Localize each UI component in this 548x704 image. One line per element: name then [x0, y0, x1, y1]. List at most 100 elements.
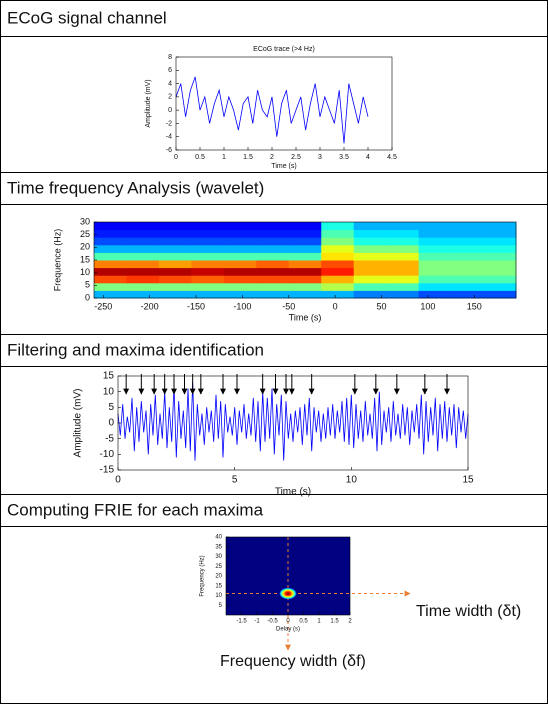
heatmap-cell — [483, 282, 517, 291]
heatmap-cell — [353, 267, 387, 276]
heatmap-cell — [288, 237, 322, 246]
heatmap-cell — [386, 260, 420, 269]
x-tick-label: 10 — [346, 475, 358, 486]
x-tick-label: -0.5 — [267, 619, 278, 625]
y-tick-label: -15 — [100, 465, 115, 476]
y-tick-label: 0 — [85, 292, 90, 302]
y-tick-label: -2 — [166, 120, 172, 127]
heatmap-cell — [418, 275, 452, 284]
heatmap-cell — [451, 222, 485, 231]
x-tick-label: 3 — [318, 154, 322, 161]
heatmap-cell — [288, 290, 322, 299]
heatmap-cell — [451, 252, 485, 261]
y-tick-label: 5 — [219, 603, 223, 609]
heatmap-cell — [223, 237, 257, 246]
heatmap-cell — [288, 267, 322, 276]
heatmap-cell — [353, 229, 387, 238]
y-tick-label: -10 — [100, 449, 115, 460]
x-tick-label: 0.5 — [195, 154, 205, 161]
heatmap-cell — [256, 260, 290, 269]
x-tick-label: 1.5 — [330, 619, 339, 625]
y-tick-label: 20 — [215, 574, 222, 580]
heatmap-cell — [191, 282, 225, 291]
heatmap-cell — [418, 260, 452, 269]
y-tick-label: -5 — [105, 433, 114, 444]
heatmap-cell — [126, 229, 160, 238]
heatmap-cell — [256, 222, 290, 231]
heatmap-cell — [321, 267, 355, 276]
x-tick-label: 1.5 — [243, 154, 253, 161]
heatmap-cell — [288, 275, 322, 284]
heatmap-cell — [451, 260, 485, 269]
heatmap-cell — [256, 252, 290, 261]
y-axis-label: Frequence (Hz) — [52, 229, 62, 292]
heatmap-cell — [386, 275, 420, 284]
heatmap-cell — [418, 252, 452, 261]
x-axis-label: Time (s) — [275, 487, 311, 498]
x-tick-label: 0 — [333, 301, 338, 311]
heatmap-cell — [223, 275, 257, 284]
heatmap-cell — [353, 252, 387, 261]
heatmap-cell — [191, 252, 225, 261]
x-tick-label: 0 — [174, 154, 178, 161]
y-tick-label: 8 — [168, 54, 172, 61]
heatmap-cell — [256, 244, 290, 253]
y-tick-label: 5 — [85, 280, 90, 290]
y-axis-label: Amplitude (mV) — [145, 79, 152, 127]
heatmap-cell — [256, 267, 290, 276]
y-tick-label: 30 — [80, 216, 90, 226]
x-tick-label: 2 — [270, 154, 274, 161]
heatmap-cell — [386, 244, 420, 253]
heatmap-cell — [223, 267, 257, 276]
heatmap-cell — [126, 244, 160, 253]
heatmap-cell — [126, 237, 160, 246]
heatmap-cell — [386, 290, 420, 299]
heatmap-cell — [483, 222, 517, 231]
y-tick-label: 25 — [80, 229, 90, 239]
heatmap-cell — [256, 290, 290, 299]
heatmap-cell — [483, 237, 517, 246]
y-tick-label: -4 — [166, 134, 172, 141]
heatmap-cell — [126, 282, 160, 291]
x-tick-label: -50 — [282, 301, 295, 311]
heatmap-cell — [288, 244, 322, 253]
heatmap-cell — [353, 290, 387, 299]
heatmap-cell — [158, 267, 192, 276]
heatmap-cell — [483, 229, 517, 238]
x-tick-label: 1 — [317, 619, 321, 625]
heatmap-cell — [158, 260, 192, 269]
y-tick-label: 15 — [103, 371, 115, 382]
y-tick-label: 6 — [168, 67, 172, 74]
heatmap-cell — [158, 282, 192, 291]
heatmap-cell — [451, 267, 485, 276]
heatmap-cell — [288, 229, 322, 238]
section-title: Time frequency Analysis (wavelet) — [7, 178, 264, 197]
y-tick-label: 0 — [108, 418, 114, 429]
heatmap-cell — [321, 222, 355, 231]
heatmap-cell — [223, 260, 257, 269]
section-title: Computing FRIE for each maxima — [7, 500, 264, 519]
dividers — [0, 36, 548, 527]
heatmap-cell — [418, 222, 452, 231]
heatmap-cell — [94, 290, 127, 299]
heatmap-cell — [126, 222, 160, 231]
heatmap-cell — [94, 252, 127, 261]
heatmap-cell — [386, 267, 420, 276]
heatmap-cell — [386, 222, 420, 231]
x-tick-label: 3.5 — [339, 154, 349, 161]
heatmap-cell — [353, 260, 387, 269]
heatmap-cell — [191, 237, 225, 246]
heatmap-cell — [451, 244, 485, 253]
heatmap-cell — [321, 282, 355, 291]
x-axis-label: Time (s) — [289, 312, 322, 322]
heatmap-cell — [386, 237, 420, 246]
heatmap-cell — [158, 290, 192, 299]
y-tick-label: 10 — [103, 386, 115, 397]
heatmap-cell — [191, 290, 225, 299]
heatmap-cell — [191, 275, 225, 284]
annotation: Frequency width (δf) — [220, 653, 366, 670]
y-tick-label: 5 — [108, 402, 114, 413]
x-tick-label: 150 — [467, 301, 482, 311]
chart-title: ECoG trace (>4 Hz) — [253, 46, 315, 53]
heatmap-cell — [288, 282, 322, 291]
